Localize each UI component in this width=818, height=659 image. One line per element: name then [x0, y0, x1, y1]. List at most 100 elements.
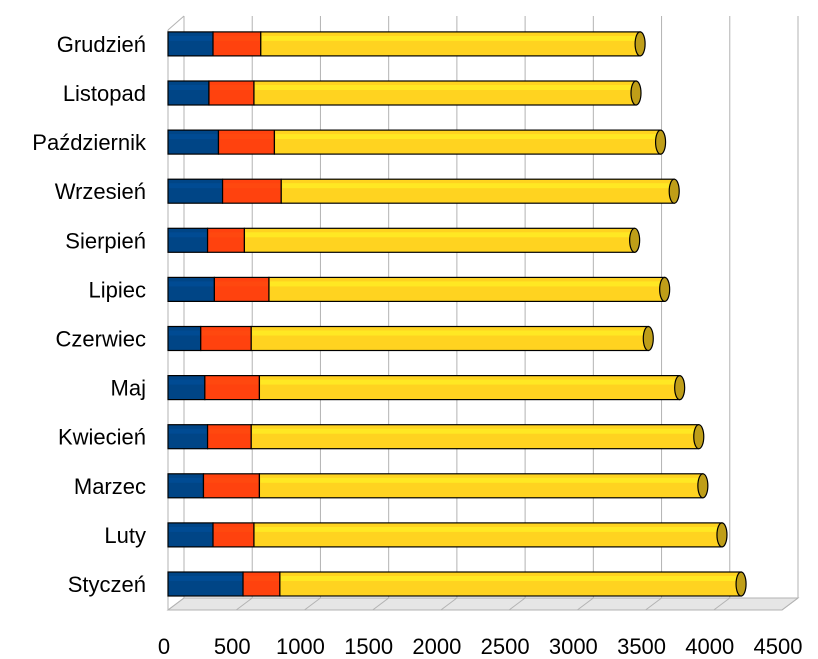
bar-segment-body: [167, 129, 220, 155]
bar-segment-body: [167, 227, 209, 253]
bar-segment-highlight: [169, 134, 218, 140]
bar-segment: [258, 375, 686, 401]
bar-segment: [167, 80, 210, 106]
x-tick-label: 500: [214, 634, 251, 659]
category-label: Styczeń: [68, 572, 146, 597]
bar-segment-highlight: [169, 477, 203, 483]
bar-segment: [212, 31, 262, 57]
bar-segment-highlight: [208, 232, 244, 238]
bar-segment-highlight: [244, 576, 279, 581]
bar-segment-body: [167, 571, 244, 597]
bar-segment-body: [258, 375, 681, 401]
bar-segment-body: [167, 276, 215, 302]
bar-segment: [167, 424, 209, 450]
x-tick-label: 2000: [412, 634, 461, 659]
bar-segment-body: [273, 129, 662, 155]
chart-floor: [166, 597, 800, 611]
bar-segment: [217, 129, 276, 155]
floor-gridline: [235, 597, 253, 611]
bar-segment: [212, 522, 255, 548]
bar-end-cap: [674, 375, 686, 401]
bar-segment: [167, 31, 214, 57]
bar-end-cap: [654, 129, 667, 155]
bar-segment-body: [221, 178, 282, 204]
bars: [167, 31, 747, 597]
bar-segment-body: [250, 424, 700, 450]
bar-segment-body: [243, 227, 636, 253]
bar-end-cap: [693, 424, 705, 450]
bar-segment-highlight: [169, 428, 207, 434]
bar-segment-body: [258, 473, 704, 499]
bar-segment-body: [200, 325, 252, 352]
category-label: Sierpień: [65, 228, 146, 253]
bar-segment-highlight: [260, 379, 679, 385]
bar-segment-body: [167, 522, 214, 548]
bar-segment-highlight: [169, 232, 207, 238]
bar-segment-highlight: [169, 35, 213, 41]
bar-end-cap: [659, 276, 671, 302]
bar-segment-highlight: [252, 428, 698, 434]
bar-segment-highlight: [280, 576, 741, 581]
bar-segment-highlight: [169, 85, 208, 90]
bar-segment-highlight: [209, 85, 253, 90]
bar-segment: [167, 178, 224, 204]
bar-segment-body: [206, 424, 252, 450]
bar-segment: [213, 276, 270, 302]
bar-segment-highlight: [219, 134, 274, 140]
bar-segment: [273, 129, 667, 155]
bar-segment-highlight: [215, 281, 268, 287]
bar-segment: [268, 276, 671, 302]
grid-lines: [167, 16, 799, 611]
bar-segment-body: [213, 276, 270, 302]
floor-gridline: [372, 597, 389, 611]
bar-segment-highlight: [252, 330, 648, 336]
bar-segment-highlight: [254, 526, 721, 532]
bar-segment: [167, 227, 209, 253]
bar-segment: [202, 473, 261, 499]
bar-segment-body: [167, 325, 202, 352]
bar-segment-highlight: [205, 379, 259, 385]
category-label: Październik: [32, 130, 147, 155]
floor-gridline: [713, 597, 731, 611]
bar-segment-body: [208, 80, 255, 106]
bar-segment: [253, 522, 728, 548]
bar-segment-highlight: [214, 526, 253, 532]
bar-segment: [167, 325, 202, 352]
x-tick-label: 4000: [685, 634, 734, 659]
floor-gridline: [781, 597, 799, 611]
category-label: Listopad: [63, 81, 146, 106]
bar-segment-body: [167, 424, 209, 450]
bar-segment-highlight: [169, 526, 213, 532]
bar-segment-body: [242, 571, 281, 597]
bar-segment: [167, 375, 206, 401]
bar-segment-body: [167, 473, 205, 499]
category-label: Grudzień: [57, 32, 146, 57]
bar-segment-body: [260, 31, 641, 57]
bar-segment-body: [250, 325, 649, 352]
category-label: Kwiecień: [58, 425, 146, 450]
bar-segment-highlight: [204, 477, 259, 483]
bar-segment: [167, 571, 244, 597]
bar-segment-highlight: [169, 379, 204, 385]
bar-segment-body: [279, 571, 742, 597]
bar-segment: [243, 227, 641, 253]
bar-end-cap: [697, 473, 709, 499]
category-labels: Styczeń Luty Marzec Kwiecień Maj Czerwiec Lipi…: [32, 32, 147, 597]
bar-segment-highlight: [169, 281, 214, 287]
bar-segment: [200, 325, 252, 352]
bar-segment: [280, 178, 680, 204]
bar-segment-body: [253, 522, 723, 548]
category-label: Luty: [104, 523, 146, 548]
x-tick-labels: 0 500 1000 1500 2000 2500 3000 3500 4000 4500: [158, 634, 803, 659]
bar-segment-body: [167, 375, 206, 401]
bar-segment-body: [253, 80, 637, 106]
bar-segment-highlight: [282, 183, 674, 189]
bar-segment: [204, 375, 261, 401]
bar-segment: [208, 80, 255, 106]
bar-end-cap: [735, 571, 747, 597]
bar-segment: [250, 424, 705, 450]
bar-segment-highlight: [169, 330, 200, 336]
floor-gridline: [304, 597, 321, 611]
